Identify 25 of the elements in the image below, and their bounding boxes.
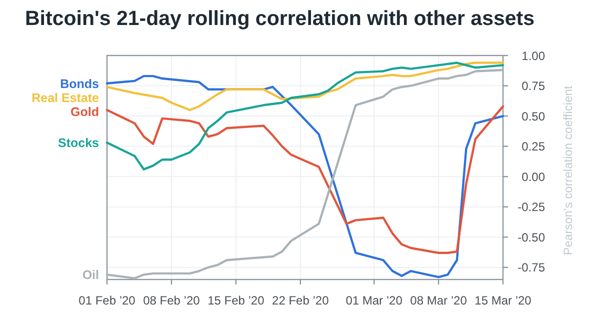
y-tick-label: 0.50: [522, 109, 546, 124]
series-label: Stocks: [58, 136, 100, 150]
chart-title: Bitcoin's 21-day rolling correlation with other assets: [25, 7, 535, 30]
series-label: Gold: [70, 104, 99, 119]
y-tick-label: 0.25: [522, 140, 546, 154]
y-tick-label: 0.00: [522, 170, 546, 184]
series-label: Real Estate: [32, 90, 100, 105]
y-tick-label: 1.00: [522, 48, 546, 63]
line-series: [106, 105, 504, 254]
y-axis-title: Pearson's correlation coefficient: [561, 85, 575, 256]
x-tick-label: 22 Feb ’20: [272, 294, 330, 308]
y-tick-label: -0.25: [518, 200, 546, 214]
y-tick-label: -0.50: [518, 230, 546, 244]
y-tick-label: 0.75: [522, 79, 546, 94]
x-tick-label: 15 Feb ’20: [208, 294, 265, 308]
series-label: Oil: [82, 268, 99, 282]
x-tick-label: 15 Mar ’20: [474, 294, 532, 308]
x-tick-label: 08 Mar ’20: [410, 294, 468, 308]
line-series: [106, 62, 504, 112]
x-tick-label: 01 Mar ’20: [346, 294, 403, 308]
y-tick-label: -0.75: [518, 260, 546, 275]
x-tick-label: 01 Feb ’20: [78, 294, 136, 308]
x-tick-label: 08 Feb ’20: [143, 294, 200, 308]
series-label: Bonds: [60, 76, 100, 91]
line-series: [106, 62, 504, 170]
